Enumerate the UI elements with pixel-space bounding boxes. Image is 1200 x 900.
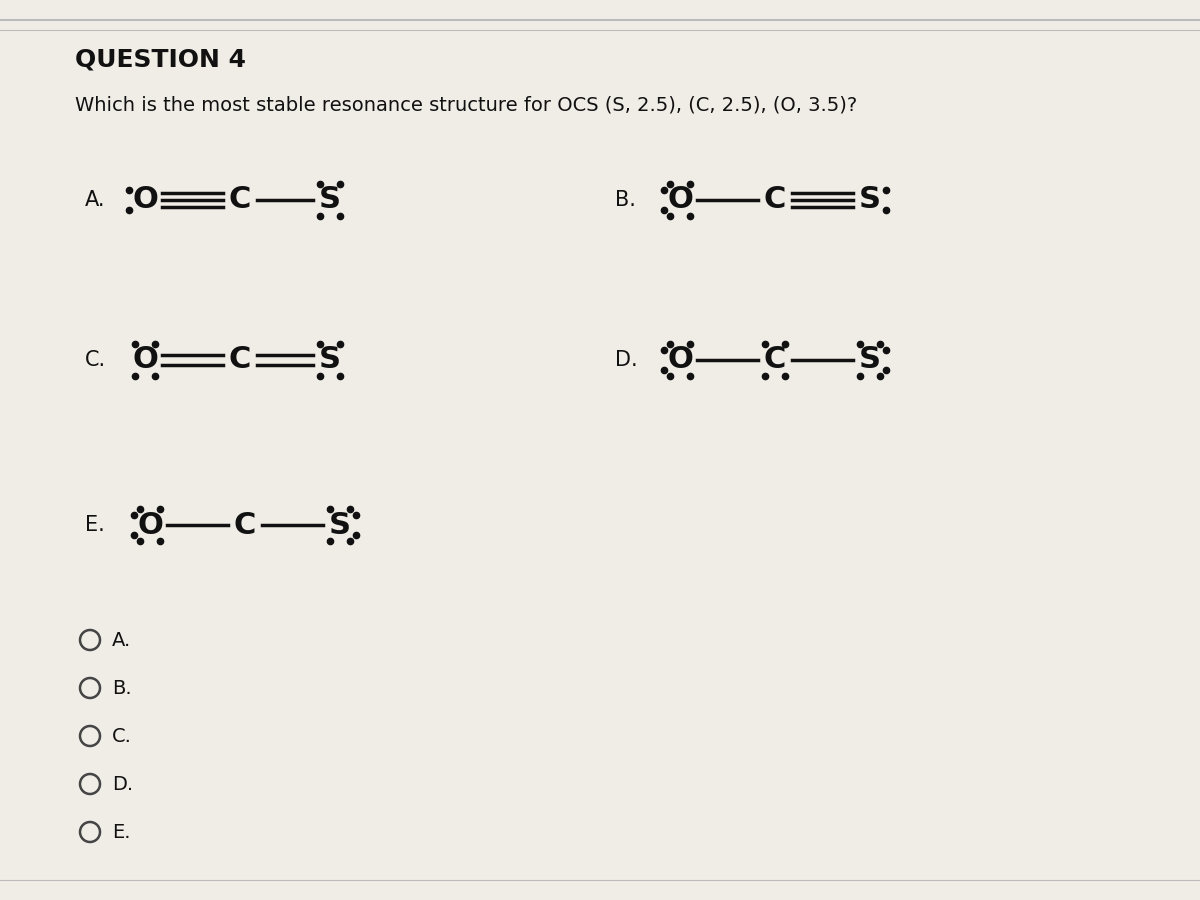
Text: B.: B. [112,679,132,698]
Text: S: S [859,346,881,374]
Text: C: C [234,510,256,539]
Text: O: O [132,346,158,374]
Text: S: S [329,510,352,539]
Text: A.: A. [112,631,131,650]
Text: B.: B. [616,190,636,210]
Text: Which is the most stable resonance structure for OCS (S, 2.5), (C, 2.5), (O, 3.5: Which is the most stable resonance struc… [74,95,857,114]
Text: C.: C. [112,726,132,745]
Text: O: O [667,185,692,214]
Text: D.: D. [616,350,637,370]
Text: E.: E. [112,823,131,842]
Text: S: S [319,346,341,374]
Text: C: C [229,346,251,374]
Text: S: S [319,185,341,214]
Text: C: C [764,185,786,214]
Text: E.: E. [85,515,104,535]
Text: S: S [859,185,881,214]
Text: D.: D. [112,775,133,794]
Text: QUESTION 4: QUESTION 4 [74,48,246,72]
Text: C.: C. [85,350,106,370]
Text: O: O [137,510,163,539]
Text: O: O [132,185,158,214]
Text: C: C [764,346,786,374]
Text: A.: A. [85,190,106,210]
Text: C: C [229,185,251,214]
Text: O: O [667,346,692,374]
